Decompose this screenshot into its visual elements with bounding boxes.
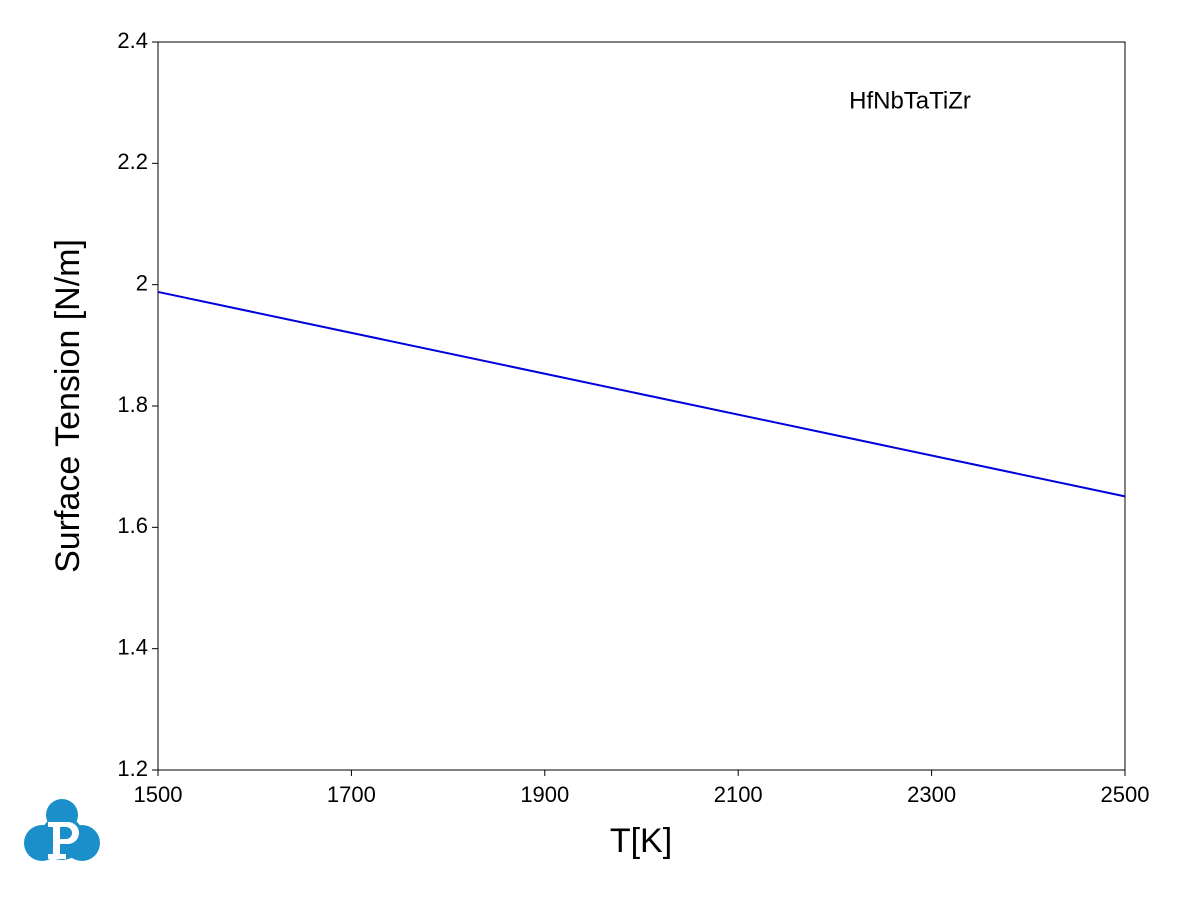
y-axis-label: Surface Tension [N/m] (49, 239, 87, 573)
y-tick-label: 1.8 (117, 392, 148, 417)
y-tick-label: 1.6 (117, 513, 148, 538)
plot-frame (157, 41, 1126, 771)
series-line (157, 290, 1126, 498)
x-tick-label: 1500 (134, 782, 183, 807)
x-axis-label: T[K] (610, 822, 672, 860)
y-tick-label: 1.4 (117, 634, 148, 659)
x-tick-label: 1900 (520, 782, 569, 807)
y-tick-label: 2.4 (117, 28, 148, 53)
x-tick-label: 1700 (327, 782, 376, 807)
x-tick-label: 2300 (907, 782, 956, 807)
y-tick-label: 2.2 (117, 149, 148, 174)
x-tick-label: 2500 (1101, 782, 1150, 807)
y-tick-label: 1.2 (117, 756, 148, 781)
series-annotation: HfNbTaTiZr (849, 87, 971, 114)
y-tick-label: 2 (136, 270, 148, 295)
logo (24, 799, 100, 861)
x-tick-label: 2100 (714, 782, 763, 807)
